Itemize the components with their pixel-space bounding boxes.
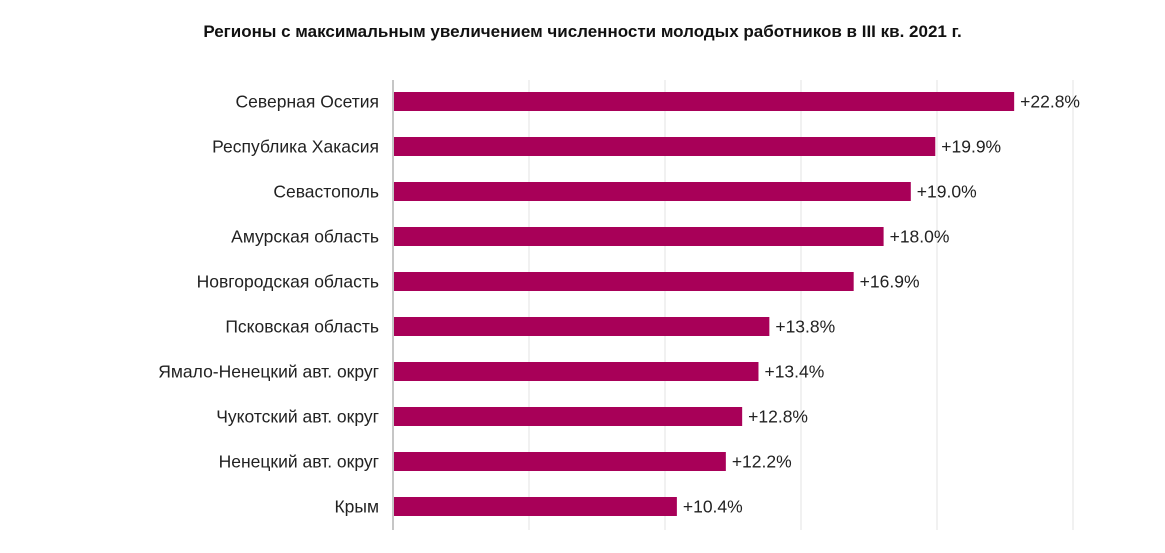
bar bbox=[394, 227, 884, 246]
bar bbox=[394, 362, 759, 381]
category-label: Республика Хакасия bbox=[212, 137, 379, 157]
bar bbox=[394, 497, 677, 516]
category-label: Севастополь bbox=[273, 182, 379, 202]
category-label: Северная Осетия bbox=[236, 92, 379, 112]
value-label: +10.4% bbox=[683, 497, 743, 517]
category-label: Чукотский авт. округ bbox=[216, 407, 379, 427]
category-label: Ненецкий авт. округ bbox=[219, 452, 379, 472]
bars bbox=[394, 92, 1015, 516]
value-label: +19.0% bbox=[917, 182, 977, 202]
category-label: Ямало-Ненецкий авт. округ bbox=[158, 362, 379, 382]
bar bbox=[394, 452, 726, 471]
value-label: +16.9% bbox=[860, 272, 920, 292]
category-label: Новгородская область bbox=[197, 272, 379, 292]
chart-title: Регионы с максимальным увеличением числе… bbox=[203, 22, 962, 41]
value-label: +12.2% bbox=[732, 452, 792, 472]
value-label: +19.9% bbox=[941, 137, 1001, 157]
value-label: +22.8% bbox=[1020, 92, 1080, 112]
value-label: +12.8% bbox=[748, 407, 808, 427]
value-label: +13.4% bbox=[764, 362, 824, 382]
category-label: Крым bbox=[334, 497, 379, 517]
bar bbox=[394, 407, 743, 426]
value-label: +13.8% bbox=[775, 317, 835, 337]
bar bbox=[394, 317, 770, 336]
bar bbox=[394, 182, 911, 201]
category-label: Амурская область bbox=[231, 227, 379, 247]
labels: Северная Осетия +22.8% Республика Хакасия +… bbox=[158, 92, 1080, 517]
category-label: Псковская область bbox=[225, 317, 379, 337]
value-label: +18.0% bbox=[890, 227, 950, 247]
bar bbox=[394, 137, 936, 156]
bar bbox=[394, 272, 854, 291]
bar bbox=[394, 92, 1015, 111]
